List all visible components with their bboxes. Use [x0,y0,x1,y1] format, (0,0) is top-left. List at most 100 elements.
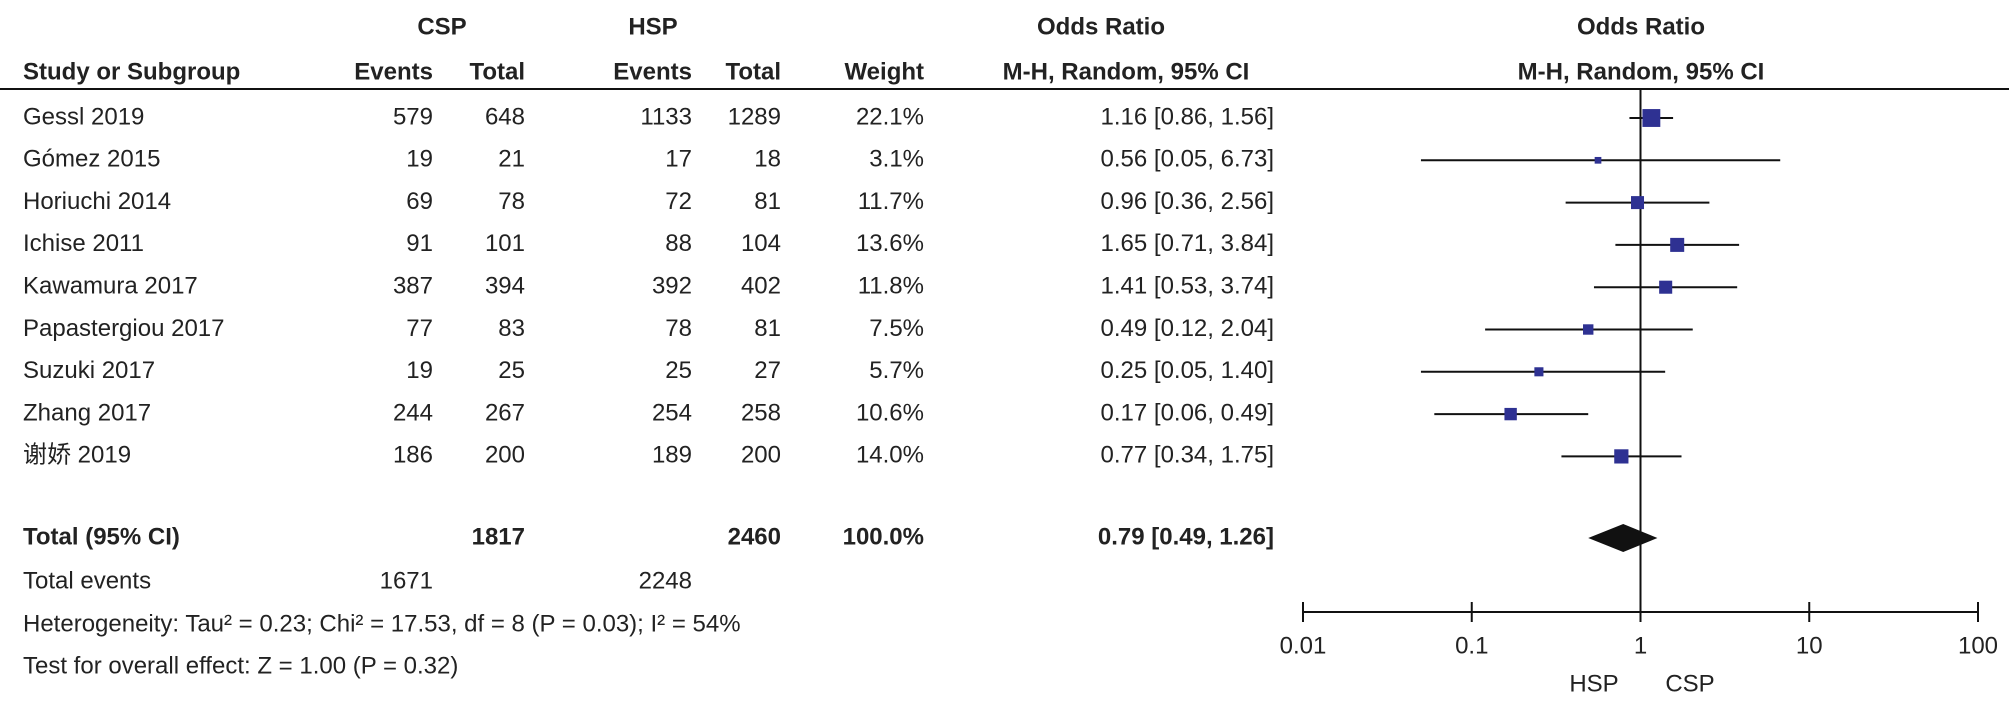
favours-label: CSP [1665,670,1714,697]
odds-ratio-label: 0.49 [0.12, 2.04] [1101,315,1274,342]
study-name: Kawamura 2017 [23,273,198,300]
events: 387 [393,273,433,300]
study-marker [1594,156,1602,164]
x-tick-label: 1 [1634,632,1647,659]
study-name: Suzuki 2017 [23,357,155,384]
odds-ratio-label: 1.65 [0.71, 3.84] [1101,230,1274,257]
weight-label: 14.0% [856,442,924,469]
overall-diamond [1588,524,1658,552]
study-marker [1504,407,1517,421]
total: 402 [741,273,781,300]
events: 19 [406,357,433,384]
events: 244 [393,399,433,426]
study-name: Zhang 2017 [23,399,151,426]
events: 72 [665,188,692,215]
odds-ratio-label: 0.79 [0.49, 1.26] [1098,523,1274,550]
study-name: Gómez 2015 [23,146,160,173]
study-name: 谢娇 2019 [23,442,131,469]
weight-label: 3.1% [869,146,924,173]
study-marker [1614,449,1629,464]
heterogeneity: Heterogeneity: Tau² = 0.23; Chi² = 17.53… [23,610,741,637]
events: 189 [652,442,692,469]
total: 267 [485,399,525,426]
x-tick-label: 0.1 [1455,632,1488,659]
total: 18 [754,146,781,173]
x-tick-label: 0.01 [1280,632,1327,659]
column-header: Odds Ratio [1037,13,1165,40]
odds-ratio-label: 0.96 [0.36, 2.56] [1101,188,1274,215]
events: 19 [406,146,433,173]
study-name: Ichise 2011 [23,230,144,257]
weight-label: 7.5% [869,315,924,342]
study-name: Horiuchi 2014 [23,188,171,215]
events: 1671 [380,567,433,594]
total: 1817 [472,523,525,550]
events-label: Total events [23,567,151,594]
total: 2460 [728,523,781,550]
events: 25 [665,357,692,384]
total: 83 [498,315,525,342]
total: 27 [754,357,781,384]
column-header: M-H, Random, 95% CI [1518,58,1765,85]
weight-label: 11.8% [858,273,924,300]
events: 186 [393,442,433,469]
study-name: Papastergiou 2017 [23,315,225,342]
column-header: Total [469,58,525,85]
events: 579 [393,103,433,130]
group-header: CSP [417,13,466,40]
column-header: Total [725,58,781,85]
events: 91 [406,230,433,257]
events: 78 [665,315,692,342]
study-marker [1670,237,1685,252]
weight-label: 5.7% [869,357,924,384]
study-marker [1659,280,1673,294]
total-label: Total (95% CI) [23,523,180,550]
total: 25 [498,357,525,384]
group-header: HSP [628,13,677,40]
total: 21 [498,146,525,173]
study-marker [1534,367,1544,377]
x-tick-label: 10 [1796,632,1823,659]
column-header: Weight [844,58,924,85]
overall-effect: Test for overall effect: Z = 1.00 (P = 0… [23,652,458,679]
weight-label: 11.7% [858,188,924,215]
column-header: Study or Subgroup [23,58,240,85]
total: 81 [754,315,781,342]
weight-label: 13.6% [856,230,924,257]
study-marker [1583,324,1594,335]
events: 2248 [639,567,692,594]
odds-ratio-label: 1.16 [0.86, 1.56] [1101,103,1274,130]
events: 77 [406,315,433,342]
total: 1289 [728,103,781,130]
odds-ratio-label: 0.56 [0.05, 6.73] [1101,146,1274,173]
favours-label: HSP [1569,670,1618,697]
weight-label: 100.0% [843,523,924,550]
total: 394 [485,273,525,300]
total: 104 [741,230,781,257]
study-marker [1631,196,1645,210]
total: 258 [741,399,781,426]
column-header: Events [354,58,433,85]
total: 648 [485,103,525,130]
events: 1133 [640,103,692,130]
column-header: Odds Ratio [1577,13,1705,40]
weight-label: 22.1% [856,103,924,130]
events: 392 [652,273,692,300]
events: 17 [665,146,692,173]
study-marker [1642,109,1661,127]
odds-ratio-label: 0.17 [0.06, 0.49] [1101,399,1274,426]
total: 78 [498,188,525,215]
study-name: Gessl 2019 [23,103,144,130]
total: 200 [485,442,525,469]
odds-ratio-label: 0.25 [0.05, 1.40] [1101,357,1274,384]
total: 101 [485,230,525,257]
events: 69 [406,188,433,215]
x-tick-label: 100 [1958,632,1998,659]
events: 254 [652,399,692,426]
weight-label: 10.6% [856,399,924,426]
events: 88 [665,230,692,257]
column-header: Events [613,58,692,85]
column-header: M-H, Random, 95% CI [1003,58,1250,85]
odds-ratio-label: 0.77 [0.34, 1.75] [1101,442,1274,469]
